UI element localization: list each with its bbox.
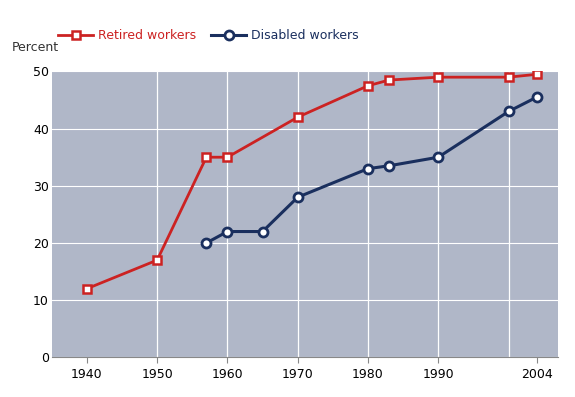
Text: Percent: Percent	[12, 41, 59, 54]
Legend: Retired workers, Disabled workers: Retired workers, Disabled workers	[58, 29, 359, 42]
